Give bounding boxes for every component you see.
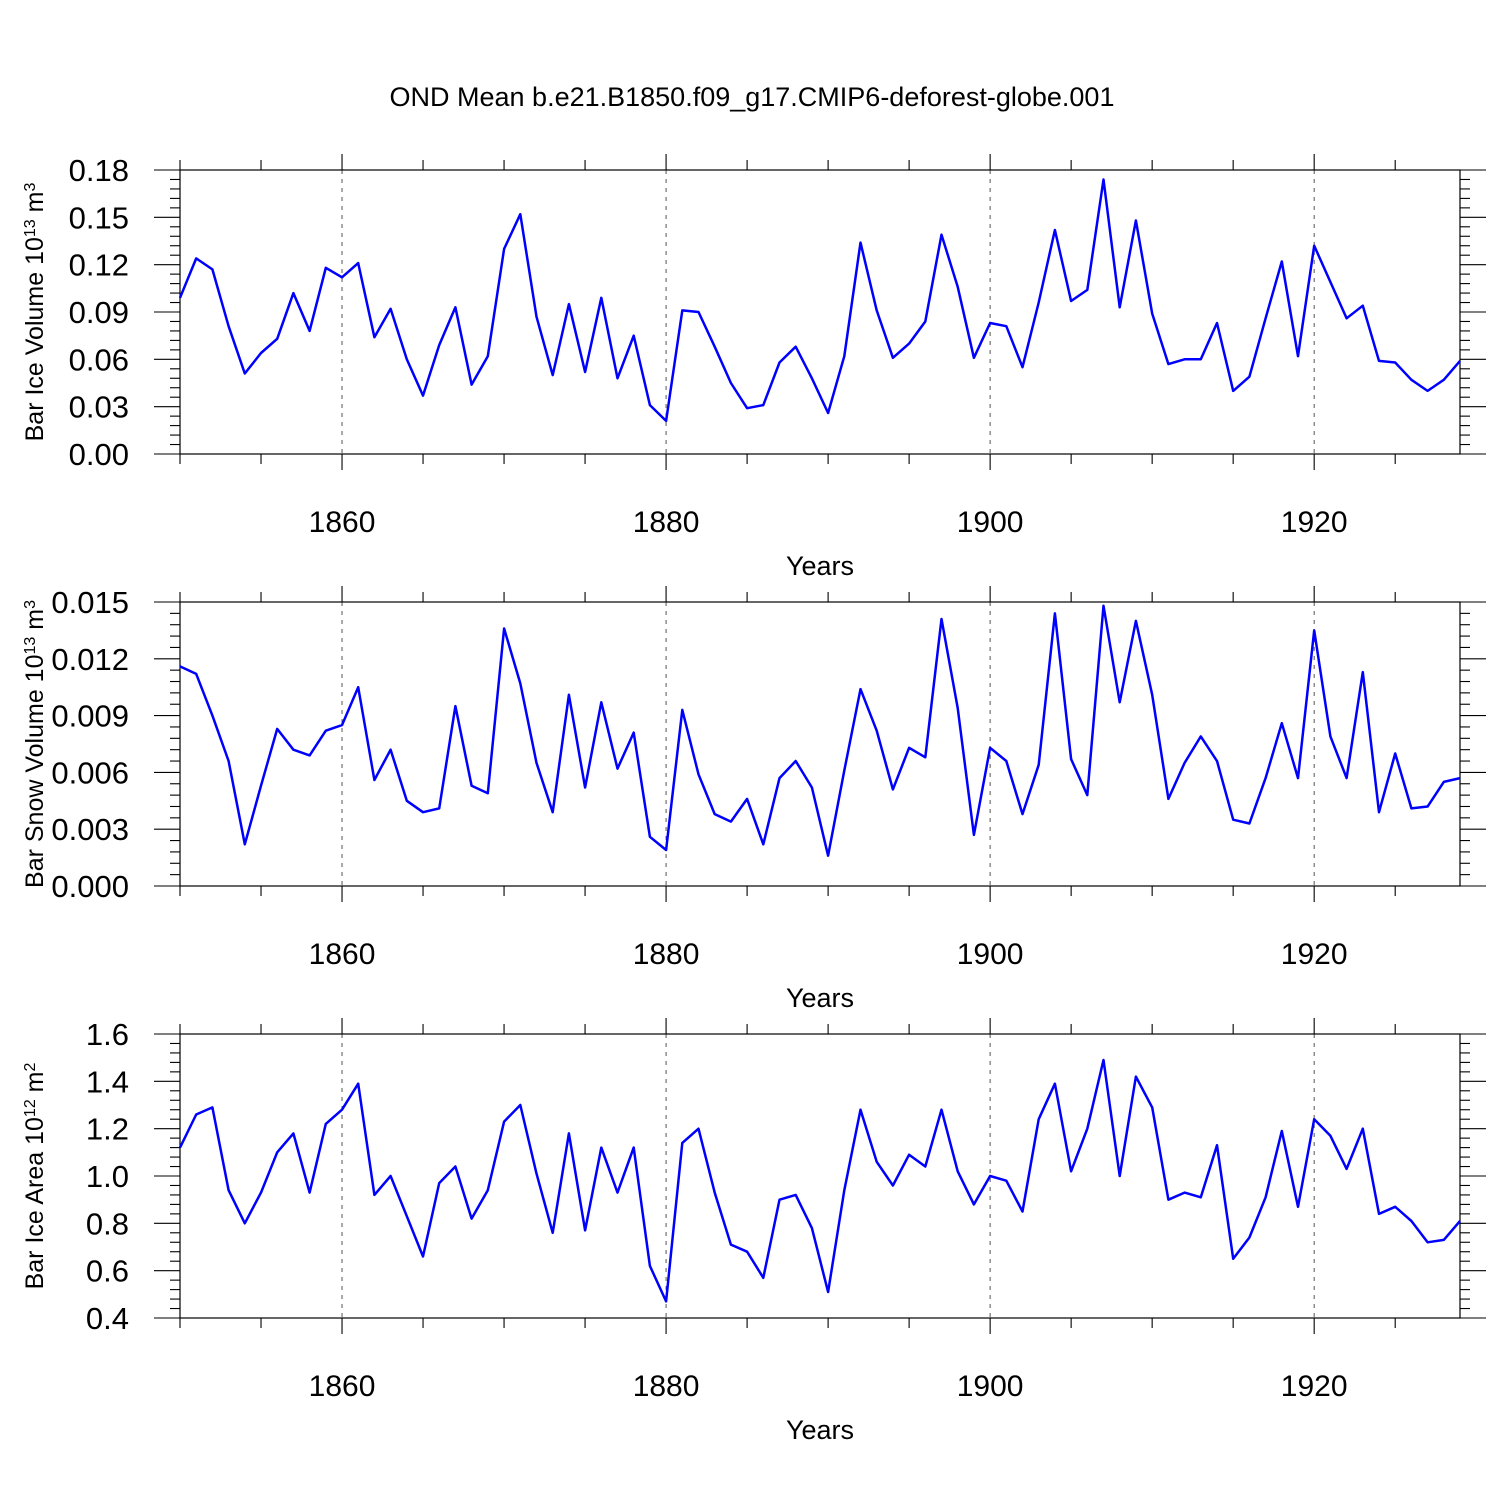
- y-tick-label: 0.4: [86, 1301, 129, 1336]
- x-tick-label: 1860: [309, 938, 376, 971]
- x-tick-label: 1920: [1281, 506, 1348, 539]
- y-tick-label: 1.4: [86, 1064, 129, 1099]
- x-tick-label: 1860: [309, 1370, 376, 1403]
- y-tick-label: 0.003: [51, 812, 129, 847]
- y-tick-label: 0.03: [69, 390, 129, 425]
- y-axis-label: Bar Ice Volume 1013 m3: [21, 183, 49, 442]
- y-tick-label: 0.006: [51, 755, 129, 790]
- x-tick-label: 1880: [633, 1370, 700, 1403]
- series-line: [178, 1058, 1461, 1303]
- x-axis-label: Years: [786, 551, 854, 581]
- x-tick-label: 1880: [633, 506, 700, 539]
- y-tick-label: 0.000: [51, 869, 129, 904]
- x-axis-label: Years: [786, 983, 854, 1013]
- y-tick-label: 0.8: [86, 1206, 129, 1241]
- y-tick-label: 1.6: [86, 1017, 129, 1052]
- snow-volume-panel: 1860 1880 1900 1920 0.000 0.003 0.006 0.009 0.01…: [21, 585, 1486, 1013]
- y-tick-label: 0.06: [69, 342, 129, 377]
- x-tick-label: 1900: [957, 506, 1024, 539]
- x-axis-label: Years: [786, 1415, 854, 1445]
- y-tick-label: 0.009: [51, 699, 129, 734]
- x-tick-label: 1900: [957, 1370, 1024, 1403]
- panels: 1860 1880 1900 1920 0.00 0.03 0.06 0.09 0.12 0.15…: [21, 153, 1486, 1445]
- y-tick-label: 0.00: [69, 437, 129, 472]
- series-line: [178, 178, 1461, 423]
- y-tick-label: 0.6: [86, 1254, 129, 1289]
- x-tick-label: 1920: [1281, 1370, 1348, 1403]
- x-tick-label: 1920: [1281, 938, 1348, 971]
- x-tick-label: 1880: [633, 938, 700, 971]
- y-axis-label: Bar Ice Area 1012 m2: [21, 1063, 49, 1290]
- chart-title: OND Mean b.e21.B1850.f09_g17.CMIP6-defor…: [390, 82, 1115, 112]
- x-tick-label: 1900: [957, 938, 1024, 971]
- y-axis-label: Bar Snow Volume 1013 m3: [21, 600, 49, 888]
- y-tick-label: 1.2: [86, 1112, 129, 1147]
- y-tick-label: 0.18: [69, 153, 129, 188]
- plot-frame: [179, 601, 1461, 887]
- ice-volume-panel: 1860 1880 1900 1920 0.00 0.03 0.06 0.09 0.12 0.15…: [21, 153, 1486, 581]
- y-tick-label: 0.012: [51, 642, 129, 677]
- ice-area-panel: 1860 1880 1900 1920 0.4 0.6 0.8 1.0 1.2 1.4 1.6 Bar…: [21, 1017, 1486, 1445]
- x-tick-label: 1860: [309, 506, 376, 539]
- y-tick-label: 0.12: [69, 248, 129, 283]
- y-tick-label: 0.15: [69, 200, 129, 235]
- y-tick-label: 0.015: [51, 585, 129, 620]
- y-tick-label: 1.0: [86, 1159, 129, 1194]
- series-line: [179, 604, 1461, 857]
- y-tick-label: 0.09: [69, 295, 129, 330]
